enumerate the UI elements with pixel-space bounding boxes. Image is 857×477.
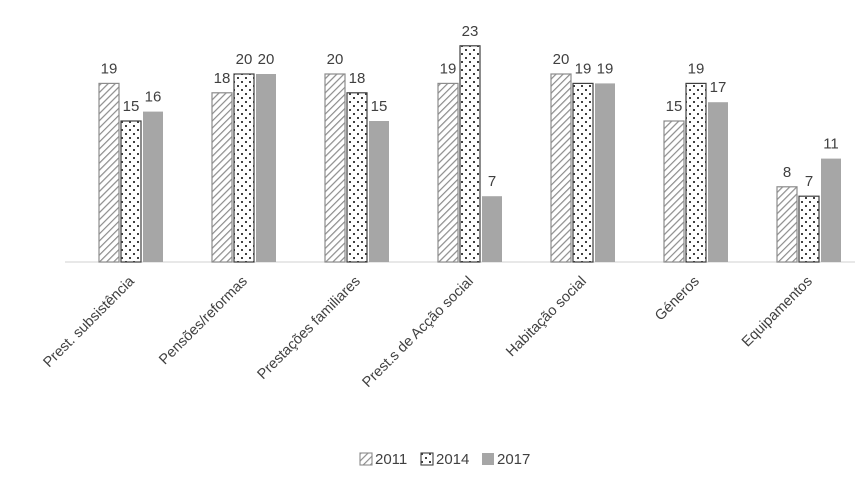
data-label-2017-6: 11 [823,136,839,153]
legend-swatch-2014 [420,452,434,466]
bar-2014-4 [572,82,594,263]
bar-2011-4 [550,73,572,263]
data-label-2014-2: 18 [349,70,366,87]
data-label-2011-4: 20 [553,51,570,68]
category-label-5: Géneros [652,274,703,325]
bar-2014-5 [685,82,707,263]
bar-2014-0 [120,120,142,263]
bars-layer [98,45,841,263]
bar-2014-6 [798,195,820,263]
data-label-2011-2: 20 [327,51,344,68]
bar-2017-1 [256,74,276,262]
data-label-2017-4: 19 [597,60,614,77]
legend-swatch-2017 [482,453,494,465]
data-label-2014-6: 7 [805,173,813,190]
data-label-2014-3: 23 [462,23,479,40]
data-label-2014-4: 19 [575,60,592,77]
bar-2014-2 [346,92,368,263]
data-label-2011-0: 19 [101,60,118,77]
category-label-0: Prest. subsistência [40,273,138,371]
legend-label-2011: 2011 [375,451,407,468]
legend-label-2017: 2017 [497,451,530,468]
bar-2017-5 [708,102,728,262]
bar-2017-4 [595,83,615,263]
legend-label-2014: 2014 [436,451,469,468]
data-label-2017-3: 7 [488,173,496,190]
bar-2011-2 [324,73,346,263]
bar-2011-5 [663,120,685,263]
data-label-2017-1: 20 [258,51,275,68]
data-label-2011-5: 15 [666,98,683,115]
bar-2017-3 [482,196,502,262]
category-label-2: Prestações familiares [255,274,364,383]
data-label-2014-0: 15 [123,98,140,115]
category-label-3: Prest.s de Acção social [360,274,477,391]
data-label-2017-5: 17 [710,79,727,96]
category-label-1: Pensões/reformas [156,274,251,369]
data-label-2014-5: 19 [688,60,705,77]
category-labels-layer: Prest. subsistência Pensões/reformas Prest… [40,273,815,391]
data-label-2011-3: 19 [440,60,457,77]
bar-2014-1 [233,73,255,263]
category-label-6: Equipamentos [739,274,816,351]
data-label-2017-2: 15 [371,98,388,115]
bar-2017-2 [369,121,389,262]
bar-2011-3 [437,82,459,263]
bar-2011-6 [776,186,798,263]
bar-2017-0 [143,111,163,262]
legend: 2011 2014 2017 [359,451,530,468]
data-label-2014-1: 20 [236,51,253,68]
bar-2014-3 [459,45,481,263]
data-label-2011-6: 8 [783,164,791,181]
data-label-2011-1: 18 [214,70,231,87]
category-label-4: Habitação social [503,274,590,361]
data-label-2017-0: 16 [145,89,162,106]
bar-2017-6 [821,158,841,262]
legend-swatch-2011 [359,452,373,466]
bar-2011-0 [98,82,120,263]
bar-2011-1 [211,92,233,263]
